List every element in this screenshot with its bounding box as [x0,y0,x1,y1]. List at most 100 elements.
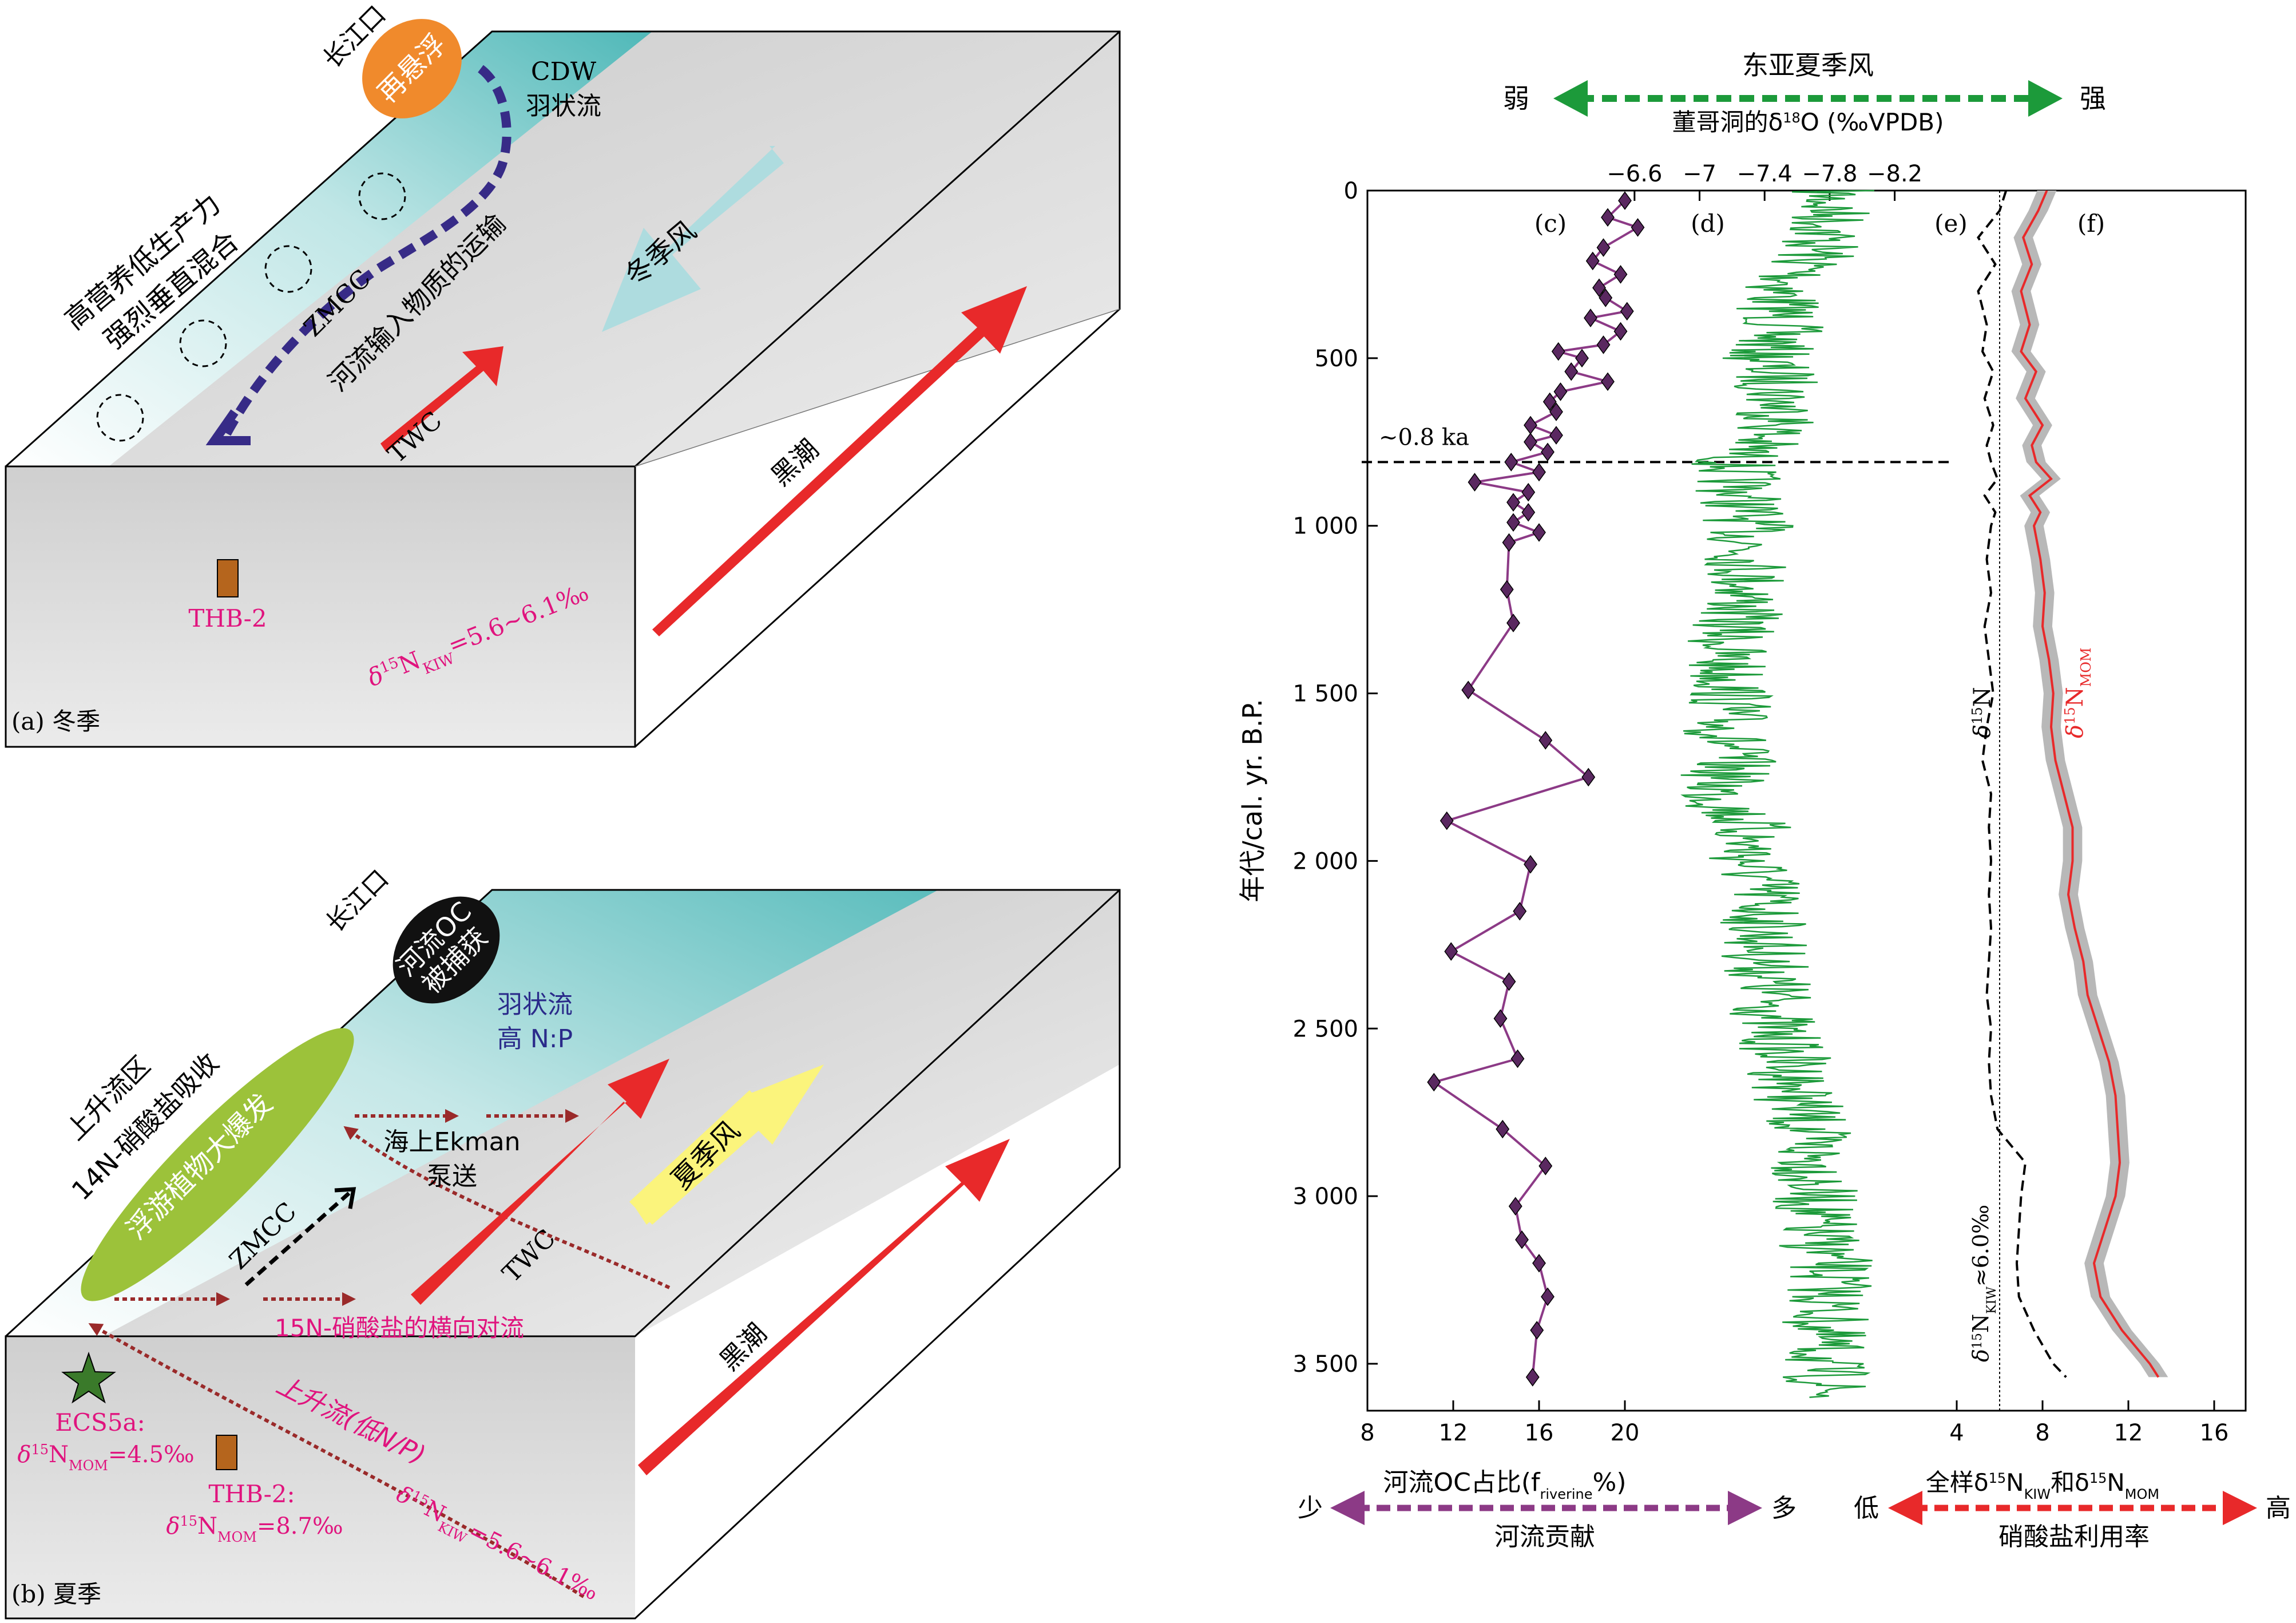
plume-label-1: 羽状流 [497,990,573,1019]
top-axis-label-b: O (‰VPDB) [1801,108,1944,136]
series-c-point [1444,942,1458,961]
thb2-core-a [217,559,239,597]
x-tick-label-bottom: 12 [2114,1420,2143,1446]
coastal-strip-b [6,890,938,1336]
bottom-right-sub2: MOM [2125,1486,2159,1502]
x-tick-label-bottom: 12 [1439,1420,1468,1446]
cdw-plume-arrow [221,65,511,437]
front-face-b [6,1336,635,1618]
series-c-point [1601,372,1615,391]
panel-letter: (d) [1691,209,1725,237]
river-arrow-left [1330,1491,1365,1525]
y-tick-label: 500 [1315,346,1358,372]
series-c-point [1532,462,1546,482]
resuspension-ellipse [362,19,462,118]
monsoon-arrow-right [2028,80,2063,117]
ecs5a-value-label: δ15NMOM=4.5‰ [17,1442,194,1474]
twc-arrow-b [411,1059,669,1305]
nitrate-arrow-left [1888,1491,1922,1525]
panel-b-label: (b) 夏季 [11,1580,101,1608]
nitrate-low: 低 [1854,1494,1879,1523]
plot-frame [1366,189,2247,1412]
thb2-value-label-b: δ15NMOM=8.7‰ [166,1513,343,1545]
series-c-point [1613,322,1628,341]
x-tick-label-top: −7.4 [1737,161,1793,187]
series-c-point [1496,1119,1510,1139]
x-tick-label-top: −7.8 [1802,161,1857,187]
top-axis-label: 董哥洞的δ18O (‰VPDB) [1672,108,1944,136]
series-c-point [1510,1049,1525,1068]
y-tick-label: 3 000 [1292,1183,1358,1210]
y-tick-label: 2 500 [1292,1016,1358,1042]
series-c-point [1575,349,1589,368]
series-c-point [1530,1321,1544,1340]
event-label: ~0.8 ka [1379,424,1469,450]
river-less: 少 [1298,1494,1323,1523]
x-tick-label-bottom: 16 [2200,1420,2229,1446]
bottom-right-sup2: 15 [2089,1470,2107,1486]
coastal-strip [6,31,652,466]
top-face [6,31,1120,466]
river-arrow-right [1728,1491,1762,1525]
series-c-point [1620,302,1634,321]
nitrate-arrow-right [2223,1491,2257,1525]
zmcc-arrowhead-b [334,1187,356,1209]
top-axis-label-a: 董哥洞的δ [1672,108,1783,136]
bottom-right-title: 全样δ15NKIW和δ15NMOM [1926,1468,2159,1502]
series-c-point [1506,493,1520,512]
y-tick-label: 0 [1344,178,1358,204]
series-f-band [2011,191,2168,1377]
box-edges-b [5,889,1121,1620]
series-f-line [2020,190,2160,1378]
thb2-value-b: =8.7‰ [257,1513,343,1539]
zmcc-arrow-b [244,1191,351,1286]
bloom-ellipse [81,1028,354,1301]
series-c-point [1538,731,1553,750]
ecs5a-sub: MOM [69,1458,108,1474]
bottom-right-title-a: 全样δ [1926,1468,1989,1497]
series-c-point [1549,426,1563,445]
ekman-label-2: 泵送 [427,1162,477,1191]
river-more: 多 [1771,1494,1797,1523]
series-c-point [1541,1287,1555,1307]
bottom-right-title-b: N [2006,1468,2024,1497]
series-c-point [1504,453,1518,472]
series-e-label: δ15N [1969,687,1996,738]
bottom-right-sup1: 15 [1989,1470,2006,1486]
series-c-point [1468,473,1482,492]
ekman-label-1: 海上Ekman [384,1127,521,1157]
series-c-point [1592,278,1606,298]
panel-a-winter: 再悬浮 长江口 CDW 羽状流 高营养低生产力 强烈垂直混合 ZMCC 河流输入… [5,0,1121,748]
series-c-point [1564,362,1579,381]
winter-monsoon-arrow [602,146,784,332]
lateral-advection-label: 15N-硝酸盐的横向对流 [275,1314,524,1342]
y-tick-label: 3 500 [1292,1351,1358,1377]
y-tick-label: 1 500 [1292,681,1358,707]
series-f-label: δ15NMOM [2062,648,2094,738]
y-tick-label: 1 000 [1292,513,1358,540]
chart-c-f: 东亚夏季风 弱 强 董哥洞的δ18O (‰VPDB) 0 500 1 000 1 50… [1237,50,2291,1551]
nitrate-high: 高 [2266,1494,2291,1523]
series-c-point [1532,523,1546,542]
series-c-point [1542,392,1557,411]
panel-letter: (f) [2077,209,2105,237]
x-tick-label-bottom: 20 [1611,1420,1640,1446]
series-c-point [1596,335,1611,354]
estuary-label-b: 长江口 [320,864,394,938]
x-tick-label-top: −8.2 [1867,161,1922,187]
series-c-point [1524,855,1537,874]
x-tick-label-bottom: 8 [1360,1420,1374,1446]
oc-capture-ellipse [392,896,500,1004]
x-tick-label-top: −7 [1683,161,1716,187]
series-c-point [1515,1230,1529,1249]
series-c-point [1508,1197,1522,1216]
series-c-point [1500,580,1514,599]
series-c-point [1493,1009,1508,1028]
series-c-point [1541,442,1555,462]
series-c-point [1440,811,1454,830]
panel-b-summer: 河流OC 被捕获 长江口 羽状流 高 N:P 浮游植物大爆发 上升流区 14N-… [5,864,1121,1620]
series-c-point [1618,191,1632,210]
bottom-left-title: 河流OC占比(friverine%) [1383,1468,1626,1502]
series-c-point [1581,767,1596,787]
